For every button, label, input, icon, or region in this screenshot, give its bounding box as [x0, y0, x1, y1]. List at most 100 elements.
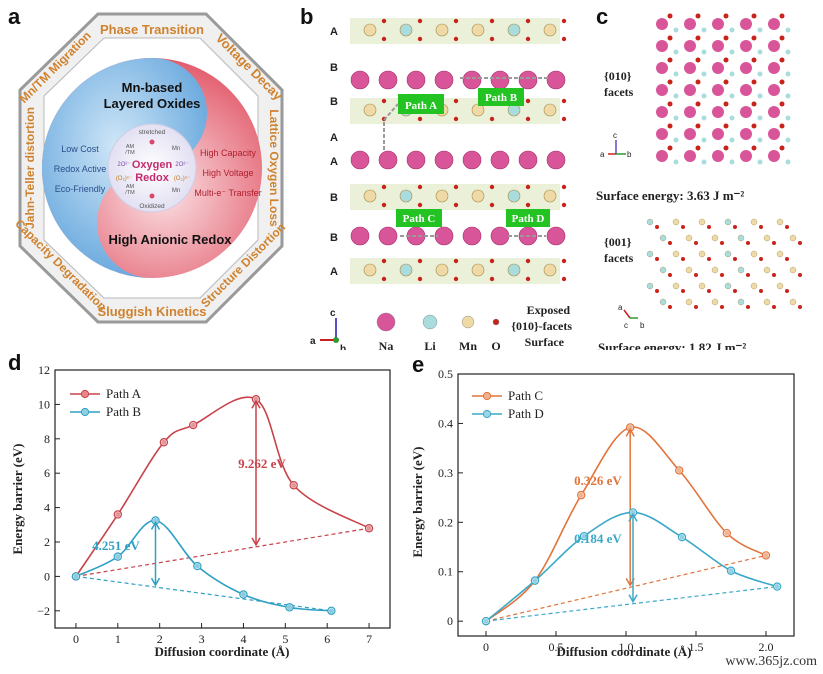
na-atom: [684, 84, 696, 96]
center-tag-am1: AM: [126, 144, 135, 150]
o-atom: [723, 13, 729, 19]
li-atom: [785, 71, 791, 77]
o-atom: [751, 123, 757, 129]
o-atom: [779, 101, 785, 107]
li-atom: [785, 27, 791, 33]
na-atom: [350, 150, 370, 170]
na-atom: [684, 106, 696, 118]
na-atom: [656, 106, 668, 118]
path-a-box: [398, 94, 444, 114]
tm-atom: [789, 266, 797, 274]
axis-a-label: a: [310, 336, 316, 347]
o-atom: [525, 258, 531, 264]
na-atom: [656, 40, 668, 52]
na-atom: [462, 70, 482, 90]
data-point-fill: [240, 591, 247, 598]
o-atom: [417, 184, 423, 190]
o-atom: [381, 36, 387, 42]
o-atom: [489, 36, 495, 42]
o-atom: [681, 289, 685, 293]
na-atom: [740, 106, 752, 118]
facet2-label-line1: {001}: [604, 235, 632, 249]
na-atom: [712, 128, 724, 140]
o-atom: [489, 184, 495, 190]
tm-atom: [776, 282, 784, 290]
legend-swatch-li: [422, 314, 438, 330]
na-atom: [406, 150, 426, 170]
o-atom: [733, 257, 737, 261]
tm-atom: [507, 23, 521, 37]
li-atom: [785, 137, 791, 143]
o-atom: [746, 305, 750, 309]
tm-atom: [711, 298, 719, 306]
li-atom: [673, 137, 679, 143]
o-atom: [381, 276, 387, 282]
li-atom: [757, 137, 763, 143]
legend-swatch-o: [492, 318, 500, 326]
barrier-arrow-head: [628, 512, 638, 522]
baseline-path-b: [75, 575, 332, 612]
o-atom: [667, 35, 673, 41]
c-axis1-a-label: a: [600, 150, 605, 159]
data-point-fill: [774, 583, 780, 590]
tm-atom: [363, 23, 377, 37]
path-c-box: [396, 209, 442, 227]
li-atom: [729, 49, 735, 55]
c-axis1-b-label: b: [627, 150, 632, 159]
center-circle: [107, 123, 197, 213]
o-atom: [779, 145, 785, 151]
data-point-fill: [190, 422, 196, 428]
label-sluggish-kinetics: Sluggish Kinetics: [97, 304, 206, 319]
li-atom: [673, 49, 679, 55]
panel-c-facets: {010} facets Surface energy: 3.63 J m⁻² …: [596, 13, 802, 350]
o-atom: [561, 18, 567, 24]
o-atom: [695, 79, 701, 85]
na-atom: [490, 70, 510, 90]
y-tick-label: 0: [447, 614, 453, 628]
tm-atom: [543, 103, 557, 117]
baseline-path-d: [485, 585, 778, 622]
tm-atom: [435, 23, 449, 37]
center-ion-left1: 2O²⁻: [117, 162, 130, 168]
panel-label-b: b: [300, 4, 314, 29]
o-atom: [667, 145, 673, 151]
tm-atom: [763, 298, 771, 306]
li-atom: [701, 71, 707, 77]
legend-path-a-marker: [80, 389, 90, 399]
o-atom: [525, 202, 531, 208]
na-atom: [768, 84, 780, 96]
li-atom: [701, 27, 707, 33]
legend-path-a-text: Path A: [106, 386, 142, 401]
tm-atom: [507, 189, 521, 203]
tm-atom: [507, 263, 521, 277]
o-atom: [525, 98, 531, 104]
title-high-anionic-redox: High Anionic Redox: [108, 232, 232, 247]
o-atom: [381, 202, 387, 208]
tm-atom: [698, 250, 706, 258]
y-tick-label: 4: [44, 501, 50, 515]
center-tag-mn1: Mn: [172, 146, 180, 152]
o-atom: [561, 276, 567, 282]
legend-swatch-na: [376, 312, 396, 332]
o-atom: [772, 273, 776, 277]
axis-c-label: c: [330, 308, 336, 319]
o-atom: [720, 305, 724, 309]
path-c-label: Path C: [403, 213, 436, 225]
data-point-fill: [532, 578, 538, 584]
annotation-4251: 4.251 eV: [92, 538, 140, 553]
x-tick-label: 0: [73, 632, 79, 646]
o-atom: [772, 241, 776, 245]
tm-atom: [750, 218, 758, 226]
na-atom: [712, 106, 724, 118]
li-atom: [757, 93, 763, 99]
o-atom: [561, 202, 567, 208]
o-atom: [525, 36, 531, 42]
legend-path-c-text: Path C: [508, 388, 543, 403]
o-atom: [746, 241, 750, 245]
o-atom: [417, 276, 423, 282]
center-o-atom-top: [149, 139, 155, 145]
x-tick-label: 4: [240, 632, 246, 646]
barrier-arrow-head: [150, 520, 161, 530]
facet2-label-line2: facets: [604, 251, 634, 265]
